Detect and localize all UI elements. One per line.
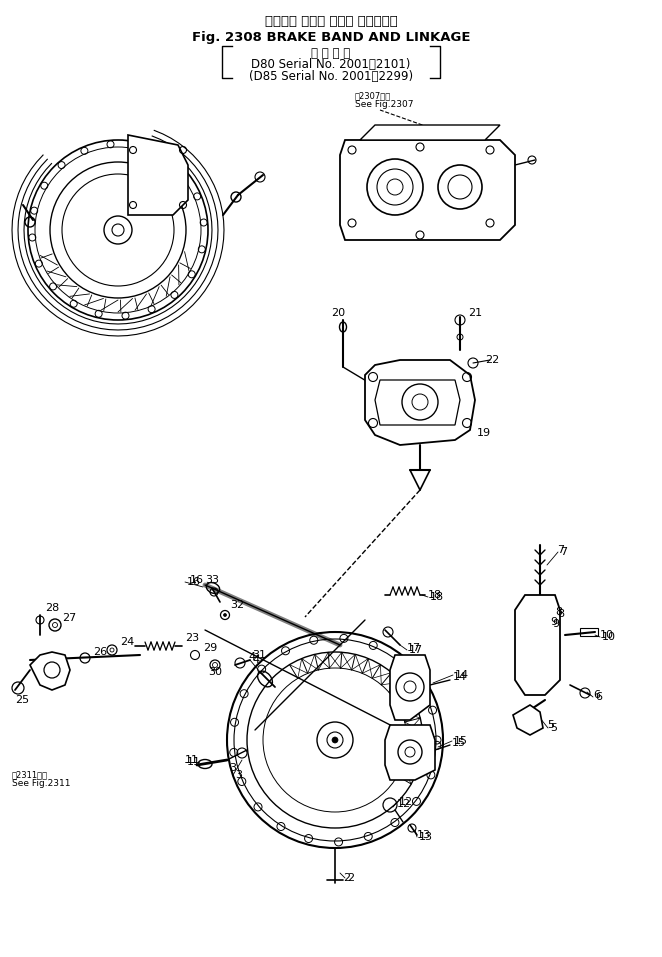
Polygon shape — [30, 652, 70, 690]
Text: ブレーキ バンド および リンケージ: ブレーキ バンド および リンケージ — [265, 15, 397, 28]
Text: 9: 9 — [552, 619, 559, 629]
Circle shape — [332, 737, 338, 743]
Text: 22: 22 — [485, 355, 499, 365]
Text: 9: 9 — [550, 617, 557, 627]
Polygon shape — [340, 140, 515, 240]
Text: 6: 6 — [593, 690, 600, 700]
Text: See Fig.2307: See Fig.2307 — [355, 100, 414, 109]
Text: 17: 17 — [409, 645, 423, 655]
Text: 21: 21 — [468, 308, 482, 318]
Text: 26: 26 — [93, 647, 107, 657]
Text: 14: 14 — [453, 672, 467, 682]
Text: 5: 5 — [550, 723, 557, 733]
Text: 19: 19 — [477, 428, 491, 438]
Text: 18: 18 — [428, 590, 442, 600]
Text: 12: 12 — [397, 799, 411, 809]
Text: Fig. 2308 BRAKE BAND AND LINKAGE: Fig. 2308 BRAKE BAND AND LINKAGE — [192, 31, 470, 44]
Text: 4: 4 — [252, 655, 259, 665]
Text: 4: 4 — [248, 652, 255, 662]
Text: 3: 3 — [235, 770, 242, 780]
Text: 13: 13 — [417, 830, 431, 840]
Text: 10: 10 — [602, 632, 616, 642]
Text: 17: 17 — [407, 643, 421, 653]
Bar — [580, 628, 598, 636]
Polygon shape — [390, 655, 430, 720]
Text: 14: 14 — [455, 670, 469, 680]
Text: 2: 2 — [343, 873, 350, 883]
Text: 6: 6 — [595, 692, 602, 702]
Text: 5: 5 — [547, 720, 554, 730]
Text: 適 用 号 機: 適 用 号 機 — [311, 47, 351, 60]
Text: (D85 Serial No. 2001～2299): (D85 Serial No. 2001～2299) — [249, 70, 413, 83]
Text: 33: 33 — [205, 575, 219, 585]
Text: 20: 20 — [331, 308, 345, 318]
Text: 24: 24 — [120, 637, 134, 647]
Text: 11: 11 — [185, 755, 199, 765]
Text: 23: 23 — [185, 633, 199, 643]
Text: 10: 10 — [600, 630, 614, 640]
Text: 16: 16 — [190, 575, 204, 585]
Text: 15: 15 — [454, 736, 468, 746]
Text: 18: 18 — [430, 592, 444, 602]
Polygon shape — [360, 125, 500, 140]
Circle shape — [224, 613, 226, 616]
Polygon shape — [385, 725, 435, 780]
Text: 13: 13 — [419, 832, 433, 842]
Text: 31: 31 — [252, 650, 266, 660]
Text: 27: 27 — [62, 613, 76, 623]
Text: 28: 28 — [45, 603, 60, 613]
Text: 3: 3 — [229, 763, 236, 773]
Text: 25: 25 — [15, 695, 29, 705]
Text: 図2311参照: 図2311参照 — [12, 770, 48, 780]
Text: 8: 8 — [557, 609, 564, 619]
Text: 11: 11 — [187, 757, 201, 767]
Polygon shape — [513, 705, 543, 735]
Text: 8: 8 — [555, 607, 562, 617]
Polygon shape — [515, 595, 560, 695]
Polygon shape — [365, 360, 475, 445]
Text: 7: 7 — [560, 547, 567, 557]
Text: 12: 12 — [399, 797, 413, 807]
Text: 29: 29 — [203, 643, 217, 653]
Text: See Fig.2311: See Fig.2311 — [12, 780, 70, 789]
Text: 32: 32 — [230, 600, 244, 610]
Text: 15: 15 — [452, 738, 466, 748]
Text: 図2307参照: 図2307参照 — [355, 91, 391, 100]
Polygon shape — [128, 135, 188, 215]
Text: D80 Serial No. 2001～2101): D80 Serial No. 2001～2101) — [252, 58, 410, 71]
Text: 2: 2 — [347, 873, 354, 883]
Text: 30: 30 — [208, 667, 222, 677]
Text: 7: 7 — [557, 545, 564, 555]
Text: 16: 16 — [187, 577, 201, 587]
